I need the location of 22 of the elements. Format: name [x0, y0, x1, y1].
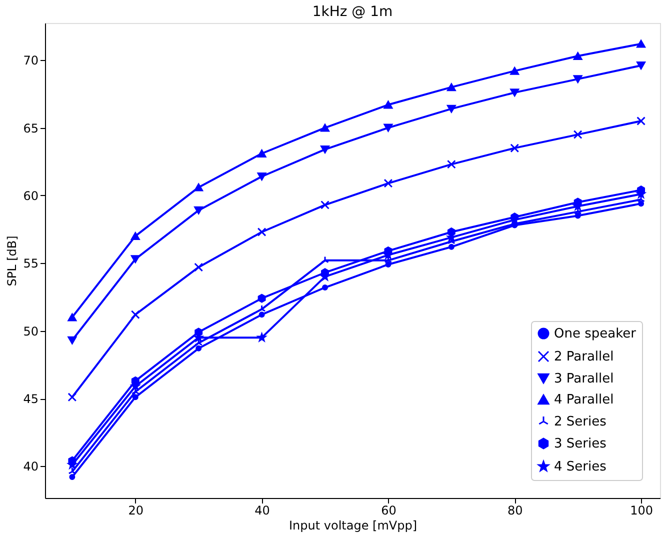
legend-label: 4 Series [554, 460, 607, 474]
legend-label: One speaker [554, 326, 637, 342]
y-tick-label: 70 [23, 54, 38, 68]
legend-label: 4 Parallel [554, 392, 614, 408]
x-axis-title: Input voltage [mVpp] [288, 518, 418, 532]
x-tick-label: 20 [128, 504, 144, 518]
x-tick-label: 60 [381, 504, 396, 518]
y-tick-label: 40 [23, 460, 38, 474]
y-tick-label: 55 [23, 256, 38, 271]
y-axis-title: SPL [dB] [5, 236, 20, 286]
legend-label: 3 Series [554, 436, 607, 452]
chart-title: 1kHz @ 1m [312, 4, 393, 20]
y-tick-label: 60 [23, 188, 38, 203]
x-tick-label: 40 [254, 504, 270, 518]
legend-label: 2 Parallel [554, 350, 614, 364]
legend-label: 2 Series [554, 414, 607, 430]
x-tick-label: 80 [507, 504, 523, 518]
y-tick-label: 50 [23, 324, 38, 338]
y-tick-label: 45 [23, 392, 38, 406]
x-tick-label: 100 [630, 504, 653, 518]
y-tick-label: 65 [23, 121, 38, 136]
legend-label: 3 Parallel [554, 372, 614, 386]
